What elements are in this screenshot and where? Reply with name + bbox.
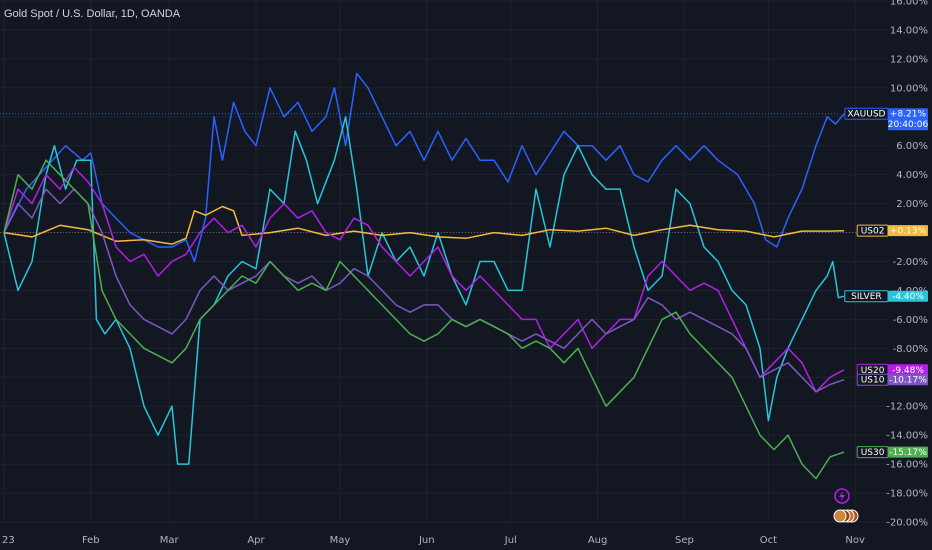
y-tick-label: 16.00% [890, 0, 928, 8]
series-value-box [888, 225, 928, 237]
series-name-label: US10 [861, 376, 885, 386]
series-line-us20 [3, 166, 845, 393]
y-tick-label: -14.00% [886, 431, 928, 442]
series-value-box [888, 446, 928, 458]
bottom-icons[interactable] [833, 488, 859, 523]
x-tick-label: May [330, 535, 351, 546]
y-tick-label: -2.00% [893, 257, 928, 268]
y-tick-label: 4.00% [896, 170, 928, 181]
series-line-us10 [3, 188, 845, 393]
series-value-label: +0.13% [890, 227, 927, 237]
y-tick-label: -12.00% [886, 402, 928, 413]
x-tick-label: Aug [588, 535, 608, 546]
x-tick-label: Mar [160, 535, 180, 546]
y-tick-label: -8.00% [893, 344, 928, 355]
x-tick-label: Jul [504, 535, 517, 546]
x-axis: 23 Feb Mar Apr May Jun Jul Aug Sep Oct Nov [2, 535, 865, 546]
series-name-label: US02 [861, 227, 885, 237]
series-line-xauusd [3, 72, 845, 263]
x-tick-label: Nov [845, 535, 865, 546]
y-tick-label: 14.00% [890, 25, 928, 36]
x-tick-label: Jun [418, 535, 435, 546]
y-tick-label: -16.00% [886, 460, 928, 471]
series-name-label: SILVER [851, 292, 882, 302]
grid-lines [0, 0, 888, 523]
y-tick-label: 6.00% [896, 141, 928, 152]
x-tick-label: Feb [82, 535, 100, 546]
x-tick-label: 23 [2, 535, 15, 546]
series-line-us30 [3, 159, 845, 480]
y-tick-label: -20.00% [886, 518, 928, 529]
series-name-label: US30 [861, 448, 885, 458]
avatars-icon[interactable] [833, 509, 859, 523]
lightning-icon[interactable] [834, 488, 850, 504]
series-labels: XAUUSD +8.21%20:40:06 SILVER -4.40% US02 +0.1… [844, 107, 929, 459]
series-value-label: -10.17% [889, 376, 927, 386]
x-tick-label: Apr [247, 535, 265, 546]
series-line-us02 [3, 205, 845, 245]
series-value-label: -15.17% [889, 448, 927, 458]
series-value-label: -4.40% [892, 292, 924, 302]
y-tick-label: 10.00% [890, 83, 928, 94]
series-name-label: US20 [861, 366, 885, 376]
series-name-label: XAUUSD [847, 110, 885, 120]
time-label: 20:40:06 [888, 120, 929, 130]
series-value-label: -9.48% [892, 366, 924, 376]
series-line-silver [3, 116, 845, 465]
x-tick-label: Sep [675, 535, 694, 546]
chart-title: Gold Spot / U.S. Dollar, 1D, OANDA [4, 8, 181, 20]
series-value-label: +8.21% [890, 110, 927, 120]
series-value-box [888, 108, 928, 131]
y-tick-label: 12.00% [890, 54, 928, 65]
series-value-box [888, 290, 928, 302]
y-tick-label: -18.00% [886, 489, 928, 500]
series-value-box [888, 374, 928, 386]
y-tick-label: -6.00% [893, 315, 928, 326]
x-tick-label: Oct [760, 535, 777, 546]
series-value-box [888, 364, 928, 376]
y-tick-label: 2.00% [896, 199, 928, 210]
series-lines [0, 72, 845, 480]
